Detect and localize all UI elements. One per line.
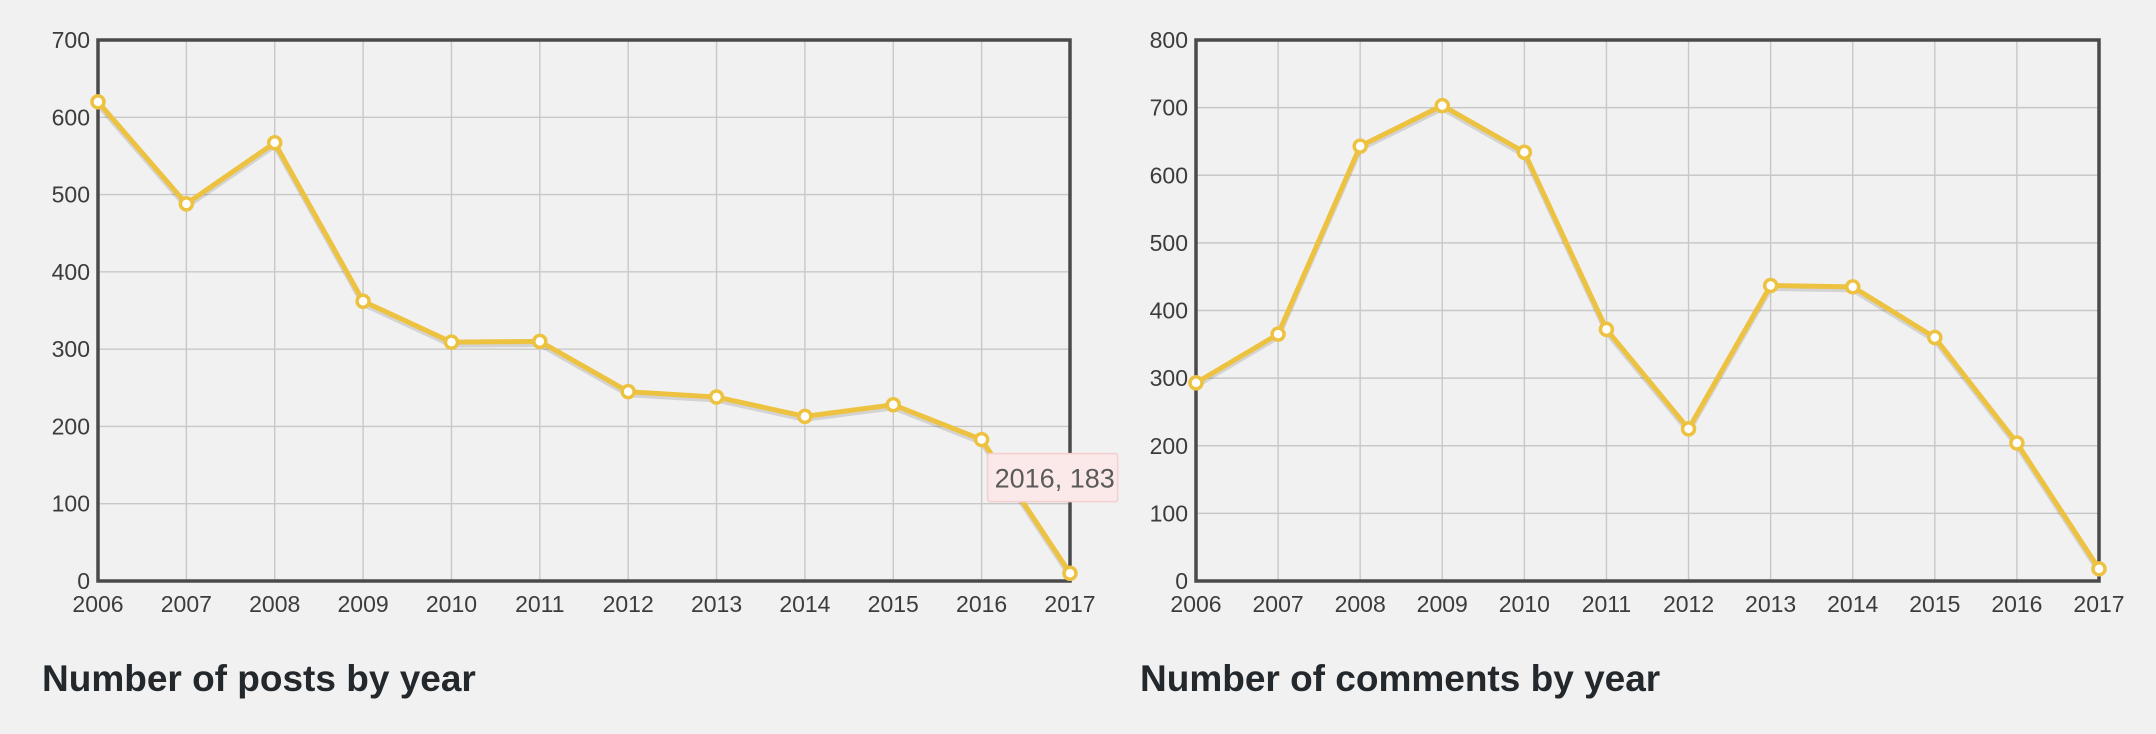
y-tick-label: 500: [1150, 230, 1188, 256]
y-tick-label: 600: [1150, 162, 1188, 188]
data-point[interactable]: [266, 135, 283, 151]
data-point[interactable]: [443, 334, 460, 350]
x-tick-label: 2009: [1417, 591, 1468, 617]
x-tick-label: 2008: [249, 591, 300, 617]
data-point[interactable]: [797, 408, 813, 425]
data-point[interactable]: [1680, 421, 1697, 437]
x-tick-label: 2014: [1827, 591, 1878, 617]
data-point[interactable]: [1270, 326, 1286, 342]
y-tick-label: 700: [1150, 95, 1188, 121]
data-point[interactable]: [2091, 561, 2107, 577]
posts-chart-panel: 0 100 200 300 400 500 600 700 2006 2007 2008 2009 20…: [42, 27, 1119, 699]
x-tick-label: 2009: [338, 591, 389, 617]
x-tick-label: 2007: [161, 591, 212, 617]
tooltip-text: 2016, 183: [995, 464, 1115, 494]
data-point[interactable]: [885, 397, 902, 413]
x-tick-label: 2011: [515, 591, 564, 617]
posts-line-chart: 0 100 200 300 400 500 600 700 2006 2007 2008 2009 20…: [52, 27, 1119, 617]
x-tick-label: 2006: [72, 591, 123, 617]
x-tick-label: 2015: [868, 591, 919, 617]
data-point[interactable]: [1844, 279, 1861, 295]
x-tick-label: 2017: [2073, 591, 2124, 617]
grid-lines: [97, 39, 1071, 582]
y-tick-label: 300: [1150, 365, 1188, 391]
data-point[interactable]: [1762, 277, 1779, 294]
y-tick-label: 400: [52, 259, 90, 285]
x-tick-label: 2013: [1745, 591, 1796, 617]
x-tick-label: 2011: [1582, 591, 1631, 617]
x-tick-label: 2016: [956, 591, 1007, 617]
series-line: [95, 99, 1073, 576]
comments-line-chart: 0 100 200 300 400 500 600 700 800 2006 2007 2008 200…: [1150, 27, 2125, 617]
data-point[interactable]: [973, 431, 990, 448]
series-line: [1193, 103, 2102, 572]
y-tick-label: 100: [52, 491, 90, 517]
x-tick-label: 2010: [426, 591, 477, 617]
y-tick-label: 200: [52, 413, 90, 439]
data-point[interactable]: [90, 94, 106, 110]
y-tick-label: 200: [1150, 433, 1188, 459]
y-tick-label: 800: [1150, 27, 1188, 53]
series-line-shadow: [1194, 106, 2102, 574]
data-point[interactable]: [1062, 565, 1078, 582]
x-tick-label: 2006: [1170, 591, 1221, 617]
y-tick-label: 600: [52, 104, 90, 130]
x-tick-label: 2012: [603, 591, 654, 617]
y-tick-label: 0: [77, 568, 90, 594]
plot-frame: [1194, 38, 2101, 583]
y-tick-label: 300: [52, 336, 90, 362]
comments-chart-panel: 0 100 200 300 400 500 600 700 800 2006 2007 2008 200…: [1098, 0, 2156, 734]
data-point[interactable]: [620, 383, 636, 400]
data-point[interactable]: [178, 196, 195, 212]
data-point[interactable]: [708, 389, 725, 405]
x-tick-label: 2010: [1499, 591, 1550, 617]
x-tick-label: 2013: [691, 591, 742, 617]
tooltip-background: [986, 452, 1119, 503]
data-point[interactable]: [532, 333, 548, 350]
x-tick-label: 2014: [779, 591, 830, 617]
y-tick-label: 0: [1175, 568, 1188, 594]
y-tick-label: 100: [1150, 500, 1188, 526]
x-tick-label: 2012: [1663, 591, 1714, 617]
series-line-shadow: [96, 103, 1073, 578]
comments-chart-title: Number of comments by year: [1140, 658, 1661, 699]
data-point[interactable]: [1434, 97, 1451, 114]
data-point[interactable]: [1188, 375, 1204, 391]
y-tick-label: 700: [52, 27, 90, 53]
data-point[interactable]: [2009, 435, 2025, 451]
x-tick-label: 2015: [1909, 591, 1960, 617]
data-point[interactable]: [1352, 138, 1368, 154]
data-point[interactable]: [355, 293, 371, 309]
x-tick-label: 2016: [1991, 591, 2042, 617]
y-tick-label: 400: [1150, 298, 1188, 324]
y-tick-label: 500: [52, 182, 90, 208]
data-point-tooltip: 2016, 183: [986, 452, 1119, 503]
x-tick-label: 2007: [1253, 591, 1304, 617]
data-point[interactable]: [1516, 144, 1533, 161]
grid-lines: [1195, 39, 2100, 582]
posts-chart-title: Number of posts by year: [42, 658, 476, 699]
plot-frame: [96, 38, 1072, 583]
x-tick-label: 2017: [1044, 591, 1095, 617]
x-tick-label: 2008: [1335, 591, 1386, 617]
data-point[interactable]: [1598, 321, 1615, 338]
data-point[interactable]: [1927, 329, 1943, 346]
